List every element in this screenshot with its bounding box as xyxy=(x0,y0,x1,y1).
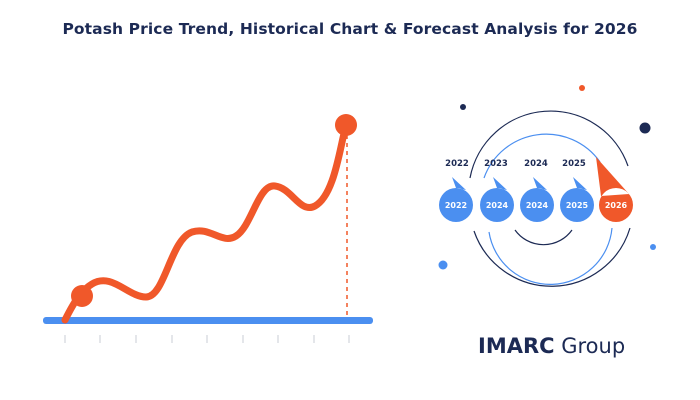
bubble-label: 2026 xyxy=(605,201,628,210)
decorative-dots xyxy=(438,85,656,270)
tick-marks xyxy=(64,335,350,343)
bubble-label: 2022 xyxy=(445,201,467,210)
bubble-shape-2024b xyxy=(520,177,554,223)
trend-chart xyxy=(43,114,373,343)
brand-name-part1: IMARC xyxy=(478,334,555,358)
year-labels: 2022 2023 2024 2025 xyxy=(445,159,586,169)
year-label: 2024 xyxy=(524,159,548,169)
bubble-labels: 2022 2024 2024 2025 2026 xyxy=(445,201,628,210)
baseline-bar xyxy=(43,317,373,324)
brand-logo: IMARC Group xyxy=(478,334,625,358)
bubble-shape-2025 xyxy=(560,177,594,222)
trend-curve xyxy=(61,122,350,324)
page-title: Potash Price Trend, Historical Chart & F… xyxy=(62,20,638,38)
bubble-shape-2026 xyxy=(596,157,633,222)
bubble-label: 2024 xyxy=(526,201,549,210)
forecast-point xyxy=(335,114,357,136)
timeline-bubbles xyxy=(439,157,633,223)
start-point xyxy=(71,285,93,307)
year-label: 2023 xyxy=(484,159,508,169)
bubble-label: 2024 xyxy=(486,201,509,210)
bubble-shape-2024a xyxy=(480,177,514,222)
year-label: 2025 xyxy=(562,159,586,169)
brand-name-part2: Group xyxy=(561,334,626,358)
bubble-shape-2022 xyxy=(439,177,473,222)
timeline-arcs xyxy=(469,110,631,287)
year-label: 2022 xyxy=(445,159,469,169)
bubble-label: 2025 xyxy=(566,201,589,210)
